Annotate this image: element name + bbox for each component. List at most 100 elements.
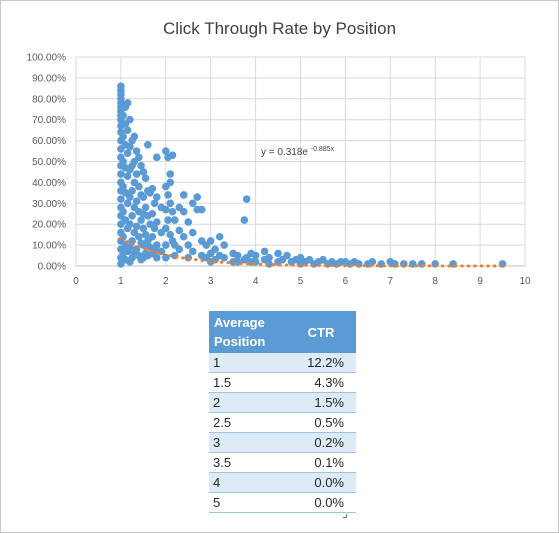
data-point bbox=[153, 218, 161, 226]
x-tick-label: 10 bbox=[519, 276, 531, 287]
data-point bbox=[128, 212, 136, 220]
data-point bbox=[148, 209, 157, 218]
cell-ctr[interactable]: 12.2% bbox=[286, 353, 356, 373]
y-tick-label: 70.00% bbox=[32, 115, 66, 126]
data-point bbox=[211, 245, 219, 254]
x-tick-label: 8 bbox=[432, 276, 438, 287]
cell-position[interactable]: 2.5 bbox=[209, 412, 286, 433]
x-tick-label: 5 bbox=[298, 276, 304, 287]
data-point bbox=[368, 258, 377, 266]
cell-ctr[interactable]: 0.1% bbox=[286, 452, 356, 473]
y-tick-label: 30.00% bbox=[32, 199, 66, 210]
data-point bbox=[135, 153, 143, 162]
table-row[interactable]: 5 0.0% bbox=[209, 492, 356, 513]
x-tick-label: 9 bbox=[477, 276, 483, 287]
data-point bbox=[148, 232, 157, 241]
scatter-plot[interactable]: 0.00% 10.00% 20.00% 30.00% 40.00% 50.00% 60.00… bbox=[0, 0, 559, 300]
data-point bbox=[141, 230, 150, 239]
data-point bbox=[126, 193, 134, 201]
cell-ctr[interactable]: 1.5% bbox=[286, 392, 356, 413]
data-point bbox=[175, 245, 184, 254]
y-tick-label: 60.00% bbox=[32, 136, 66, 147]
chart-title: Click Through Rate by Position bbox=[162, 19, 397, 38]
x-tick-label: 3 bbox=[208, 276, 214, 287]
y-tick-label: 0.00% bbox=[38, 262, 66, 273]
cell-position[interactable]: 1.5 bbox=[209, 372, 286, 393]
table-body: 1 12.2% 1.5 4.3% 2 1.5% 2.5 0.5% 3 0.2% 3.5 0.1% 4 0.… bbox=[209, 353, 356, 513]
data-point bbox=[150, 224, 159, 233]
cell-position[interactable]: 5 bbox=[209, 492, 286, 513]
table-row[interactable]: 2.5 0.5% bbox=[209, 412, 356, 433]
data-point bbox=[123, 149, 132, 157]
table-row[interactable]: 3.5 0.1% bbox=[209, 452, 356, 473]
data-point bbox=[164, 216, 172, 224]
data-point bbox=[168, 207, 177, 216]
x-tick-label: 7 bbox=[388, 276, 394, 287]
axes: 0.00% 10.00% 20.00% 30.00% 40.00% 50.00% 60.00… bbox=[27, 53, 531, 288]
data-point bbox=[233, 251, 242, 260]
data-point bbox=[175, 226, 184, 235]
cell-ctr[interactable]: 0.5% bbox=[286, 412, 356, 433]
table-row[interactable]: 2 1.5% bbox=[209, 392, 356, 413]
data-point bbox=[132, 222, 141, 231]
data-point bbox=[150, 199, 159, 208]
table-header-row: Average Position CTR bbox=[209, 311, 356, 353]
cell-position[interactable]: 3.5 bbox=[209, 452, 286, 473]
data-point bbox=[162, 241, 170, 249]
data-point bbox=[128, 186, 136, 195]
data-point bbox=[119, 157, 127, 166]
table-row[interactable]: 1 12.2% bbox=[209, 353, 356, 373]
data-point bbox=[141, 203, 150, 212]
cell-position[interactable]: 4 bbox=[209, 472, 286, 493]
trendline-path bbox=[119, 237, 504, 268]
data-point bbox=[265, 253, 273, 262]
table-row[interactable]: 4 0.0% bbox=[209, 472, 356, 493]
resize-handle[interactable] bbox=[343, 514, 347, 518]
trendline bbox=[119, 237, 504, 268]
data-point bbox=[119, 111, 127, 120]
cell-ctr[interactable]: 4.3% bbox=[286, 372, 356, 393]
data-point bbox=[128, 237, 136, 245]
y-tick-label: 90.00% bbox=[32, 73, 66, 84]
trendline-equation-exponent: -0.885x bbox=[311, 146, 335, 153]
data-point bbox=[132, 197, 141, 206]
cell-position[interactable]: 3 bbox=[209, 432, 286, 453]
data-point bbox=[193, 193, 202, 201]
data-point bbox=[162, 224, 170, 233]
data-point bbox=[139, 193, 148, 201]
header-average-position[interactable]: Average Position bbox=[209, 311, 286, 353]
cell-ctr[interactable]: 0.2% bbox=[286, 432, 356, 453]
data-point bbox=[148, 184, 157, 193]
data-point bbox=[132, 147, 141, 155]
data-point bbox=[126, 220, 134, 228]
table-row[interactable]: 1.5 4.3% bbox=[209, 372, 356, 393]
y-tick-label: 50.00% bbox=[32, 157, 66, 168]
data-point bbox=[117, 195, 125, 203]
data-point bbox=[188, 247, 197, 256]
data-point bbox=[260, 247, 269, 256]
data-point bbox=[179, 191, 188, 199]
x-tick-label: 1 bbox=[118, 276, 124, 287]
cell-ctr[interactable]: 0.0% bbox=[286, 472, 356, 493]
data-point bbox=[283, 251, 291, 260]
data-point bbox=[135, 232, 143, 241]
ctr-table: Average Position CTR 1 12.2% 1.5 4.3% 2 1.5% 2… bbox=[209, 311, 356, 513]
table-row[interactable]: 3 0.2% bbox=[209, 432, 356, 453]
data-point bbox=[123, 99, 132, 107]
cell-ctr[interactable]: 0.0% bbox=[286, 492, 356, 513]
data-point bbox=[123, 199, 132, 208]
data-point bbox=[188, 199, 197, 208]
data-point bbox=[240, 216, 249, 224]
cell-position[interactable]: 2 bbox=[209, 392, 286, 413]
data-point bbox=[184, 218, 193, 226]
cell-position[interactable]: 1 bbox=[209, 353, 286, 373]
data-point bbox=[188, 228, 197, 237]
header-ctr[interactable]: CTR bbox=[286, 311, 356, 353]
data-point bbox=[274, 249, 282, 258]
y-tick-label: 20.00% bbox=[32, 220, 66, 231]
data-point bbox=[170, 216, 179, 224]
data-point bbox=[139, 224, 148, 233]
data-point bbox=[119, 182, 127, 191]
data-point bbox=[184, 241, 193, 249]
data-point bbox=[144, 140, 152, 149]
